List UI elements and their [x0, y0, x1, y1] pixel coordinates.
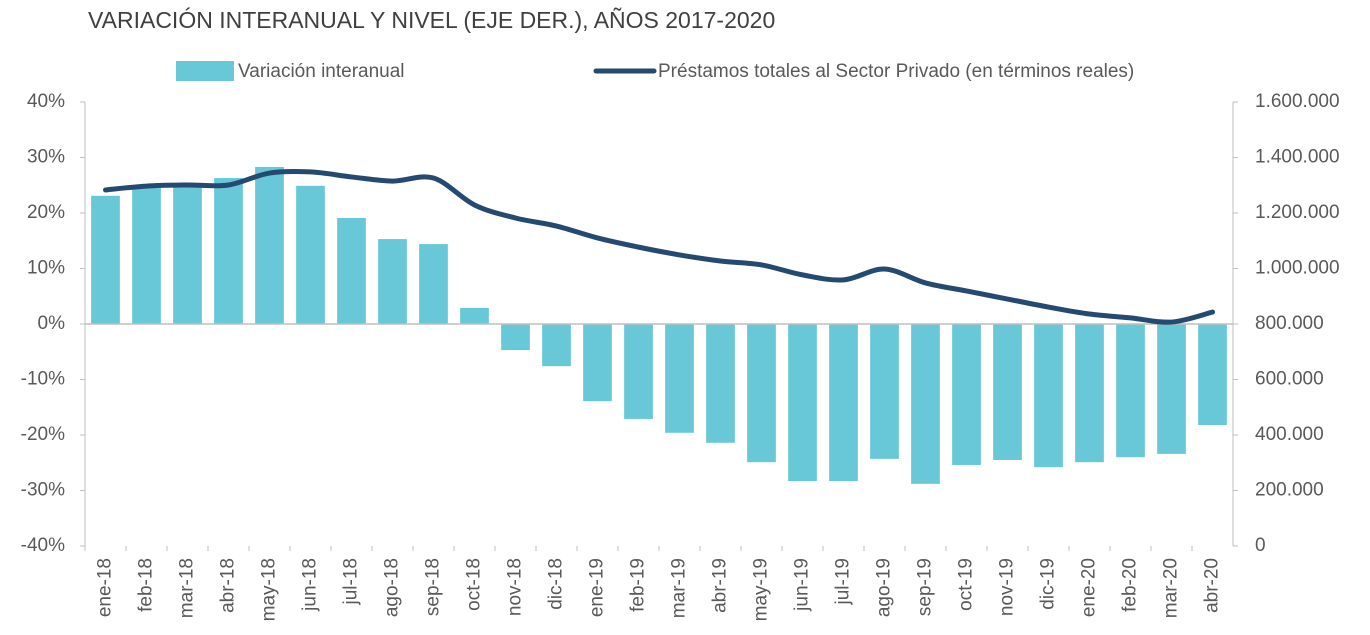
x-tick-label: oct-18: [464, 558, 485, 611]
legend-label: Variación interanual: [238, 61, 405, 82]
bar: [993, 324, 1022, 460]
legend-label: Préstamos totales al Sector Privado (en …: [658, 61, 1134, 82]
x-tick-label: ene-19: [587, 558, 608, 617]
x-tick-label: nov-19: [997, 558, 1018, 616]
bar: [706, 324, 735, 443]
bar: [255, 166, 284, 324]
x-tick-label: feb-19: [628, 558, 649, 612]
bar: [952, 324, 981, 465]
x-tick-label: abr-18: [218, 558, 239, 613]
line: [103, 168, 1215, 325]
legend-swatch: [176, 61, 234, 81]
x-tick-label: jul-18: [341, 558, 362, 605]
x-tick-label: ago-18: [382, 558, 403, 617]
bar: [91, 195, 120, 324]
x-tick-label: may-19: [751, 558, 772, 621]
bar: [378, 239, 407, 324]
y2-tick-label: 1.200.000: [1255, 202, 1340, 223]
x-tick-label: ene-18: [95, 558, 116, 617]
x-tick-label: feb-20: [1120, 558, 1141, 612]
bar: [747, 324, 776, 463]
x-tick-label: jun-18: [300, 558, 321, 612]
bar: [1034, 324, 1063, 468]
x-tick-label: nov-18: [505, 558, 526, 616]
bar: [665, 324, 694, 433]
x-tick-label: jun-19: [792, 558, 813, 612]
bar: [419, 244, 448, 324]
x-tick-label: mar-19: [669, 558, 690, 618]
x-tick-label: ene-20: [1079, 558, 1100, 617]
y2-tick-label: 1.000.000: [1255, 258, 1340, 279]
y-tick-label: 30%: [27, 147, 65, 168]
bar: [1075, 324, 1104, 463]
x-tick-label: sep-19: [915, 558, 936, 616]
x-tick-label: sep-18: [423, 558, 444, 616]
bar: [583, 324, 612, 402]
x-tick-label: feb-18: [136, 558, 157, 612]
bar: [870, 324, 899, 459]
y-tick-label: 0%: [38, 313, 66, 334]
bar: [624, 324, 653, 419]
y-tick-label: -20%: [21, 424, 65, 445]
y2-tick-label: 1.400.000: [1255, 147, 1340, 168]
y2-tick-label: 800.000: [1255, 313, 1324, 334]
bar: [542, 324, 571, 367]
y2-tick-label: 0: [1255, 535, 1266, 556]
y-tick-label: 40%: [27, 91, 65, 112]
y-tick-label: 10%: [27, 258, 65, 279]
bar: [214, 178, 243, 324]
x-tick-label: dic-19: [1038, 558, 1059, 610]
x-tick-label: abr-20: [1202, 558, 1223, 613]
bar: [1198, 324, 1227, 426]
x-tick-label: abr-19: [710, 558, 731, 613]
bar: [788, 324, 817, 482]
bar: [460, 307, 489, 324]
y-tick-label: -10%: [21, 369, 65, 390]
y2-tick-label: 200.000: [1255, 480, 1324, 501]
chart-title: VARIACIÓN INTERANUAL Y NIVEL (EJE DER.),…: [88, 7, 775, 33]
x-tick-label: oct-19: [956, 558, 977, 611]
x-tick-label: ago-19: [874, 558, 895, 617]
bar: [173, 185, 202, 324]
y2-tick-label: 1.600.000: [1255, 91, 1340, 112]
bar: [1157, 324, 1186, 454]
y2-tick-label: 600.000: [1255, 369, 1324, 390]
x-tick-label: may-18: [259, 558, 280, 621]
y-tick-label: -30%: [21, 480, 65, 501]
y-tick-label: -40%: [21, 535, 65, 556]
x-tick-label: jul-19: [833, 558, 854, 605]
bar: [829, 324, 858, 482]
bar: [501, 324, 530, 351]
x-tick-label: mar-18: [177, 558, 198, 618]
x-tick-label: dic-18: [546, 558, 567, 610]
x-tick-label: mar-20: [1161, 558, 1182, 618]
y-tick-label: 20%: [27, 202, 65, 223]
bar: [337, 217, 366, 324]
bar: [296, 185, 325, 324]
bar: [911, 324, 940, 484]
bar: [132, 188, 161, 324]
bar: [1116, 324, 1145, 458]
y2-tick-label: 400.000: [1255, 424, 1324, 445]
